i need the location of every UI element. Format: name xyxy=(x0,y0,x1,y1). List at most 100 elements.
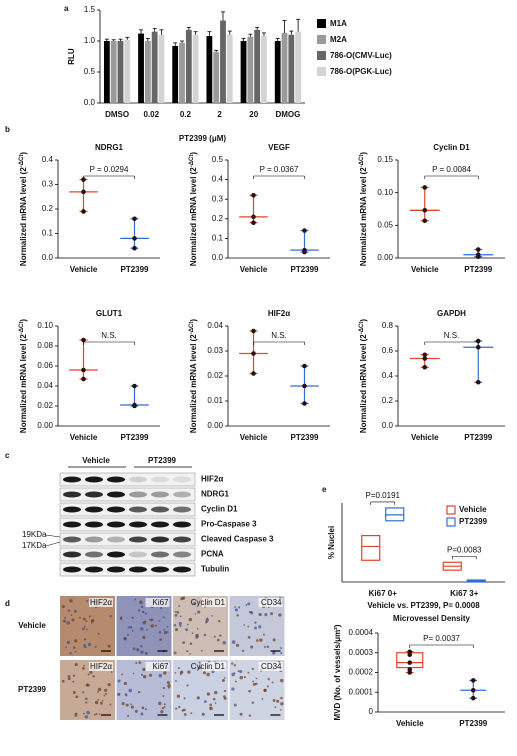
ihc-stain-label: CD34 xyxy=(261,598,282,607)
ihc-cell xyxy=(270,612,274,616)
data-point xyxy=(81,367,86,373)
ihc-cell xyxy=(264,645,267,648)
ihc-cell xyxy=(134,709,138,713)
ihc-cell xyxy=(234,608,239,612)
ihc-cell xyxy=(280,652,283,655)
y-tick-label: 0.8 xyxy=(382,321,394,330)
annotation: P = 0.0294 xyxy=(90,165,129,174)
x-tick-label: PT2399 xyxy=(290,433,319,442)
y-tick-label: 0.0004 xyxy=(349,628,374,637)
x-tick-label: Vehicle xyxy=(396,719,424,728)
data-point xyxy=(251,351,256,356)
blot-band xyxy=(173,536,191,543)
ihc-cell xyxy=(174,613,178,617)
ihc-stain-label: Ki67 xyxy=(152,662,169,671)
ihc-cell xyxy=(236,614,239,617)
ihc-cell xyxy=(65,646,67,649)
data-point xyxy=(81,209,86,214)
ihc-cell xyxy=(243,624,246,626)
y-axis-label: Normalized mRNA level (2-ΔCt) xyxy=(359,319,369,434)
ihc-label-bg xyxy=(258,662,283,671)
blot-strip xyxy=(59,502,196,517)
y-tick-label: 1.5 xyxy=(84,5,96,14)
ihc-cell xyxy=(83,625,86,628)
data-point xyxy=(251,328,256,334)
data-point xyxy=(475,344,481,350)
ihc-cell xyxy=(61,679,65,683)
legend-label: M2A xyxy=(330,35,347,44)
ihc-cell xyxy=(196,696,200,700)
ihc-cell xyxy=(145,628,148,631)
bar xyxy=(172,45,179,103)
ihc-cell xyxy=(173,651,177,655)
blot-band xyxy=(129,506,147,513)
data-point xyxy=(475,379,481,385)
blot-band xyxy=(129,491,147,498)
ihc-cell xyxy=(250,645,254,649)
ihc-cell xyxy=(142,621,146,625)
ihc-cell xyxy=(97,698,100,701)
size-marker-tick xyxy=(45,534,61,538)
ihc-cell xyxy=(61,605,65,609)
ihc-cell xyxy=(95,713,98,716)
y-axis-label-part: ) xyxy=(359,319,368,322)
blot-group-label: Vehicle xyxy=(82,456,110,465)
ihc-cell xyxy=(93,713,96,716)
y-axis-label-part: Normalized mRNA level (2 xyxy=(19,167,28,266)
ihc-cell xyxy=(191,632,194,635)
blot-band xyxy=(63,551,81,558)
ihc-cell xyxy=(67,677,71,681)
ihc-cell xyxy=(135,661,138,665)
data-point xyxy=(302,228,307,233)
ihc-cell xyxy=(182,641,186,644)
y-tick-label: 0.2 xyxy=(382,396,394,405)
ihc-cell xyxy=(247,671,250,674)
y-axis-label: % Nuclei xyxy=(327,526,336,559)
ihc-stain-label: CD34 xyxy=(261,662,282,671)
ihc-cell xyxy=(90,621,93,624)
ihc-cell xyxy=(251,701,254,704)
blot-band xyxy=(63,476,81,483)
ihc-cell xyxy=(64,616,67,619)
ihc-cell xyxy=(174,628,179,632)
y-tick-label: 0.01 xyxy=(207,396,223,405)
data-point xyxy=(422,356,428,361)
y-tick-label: 0.0 xyxy=(212,253,224,262)
blot-band xyxy=(151,521,169,528)
legend-label: 786-O(CMV-Luc) xyxy=(330,51,392,60)
y-tick-label: 0.1 xyxy=(42,229,54,238)
blot-strip xyxy=(59,547,196,562)
ihc-cell xyxy=(127,626,130,629)
ihc-cell xyxy=(237,670,240,673)
ihc-stain-label: Cyclin D1 xyxy=(191,598,226,607)
ihc-cell xyxy=(163,705,166,708)
ihc-cell xyxy=(252,682,257,686)
data-point xyxy=(132,403,137,409)
chart-title: Cyclin D1 xyxy=(433,143,470,152)
y-tick-label: 0.5 xyxy=(84,67,96,76)
blot-band xyxy=(129,536,147,543)
ihc-cell xyxy=(79,616,81,619)
panel-label: c xyxy=(5,451,10,460)
ihc-cell xyxy=(237,606,241,609)
ihc-cell xyxy=(131,616,134,619)
ihc-cell xyxy=(218,620,221,623)
blot-group-label: PT2399 xyxy=(148,456,177,465)
ihc-cell xyxy=(144,708,147,711)
ihc-cell xyxy=(109,703,112,706)
ihc-cell xyxy=(245,604,248,606)
bar xyxy=(240,41,247,103)
bar xyxy=(110,41,117,103)
ihc-cell xyxy=(107,644,111,648)
y-axis-label-part: -ΔCt xyxy=(359,155,365,168)
legend-label: Vehicle xyxy=(459,505,487,514)
ihc-cell xyxy=(186,650,189,653)
blot-band xyxy=(63,521,81,528)
x-tick-label: 20 xyxy=(249,110,258,119)
x-tick-label: PT2399 xyxy=(464,433,493,442)
ihc-cell xyxy=(177,667,180,670)
legend-swatch xyxy=(317,67,326,76)
data-point xyxy=(132,216,137,222)
chart-title: HIF2α xyxy=(268,309,290,318)
ihc-cell xyxy=(259,638,263,642)
